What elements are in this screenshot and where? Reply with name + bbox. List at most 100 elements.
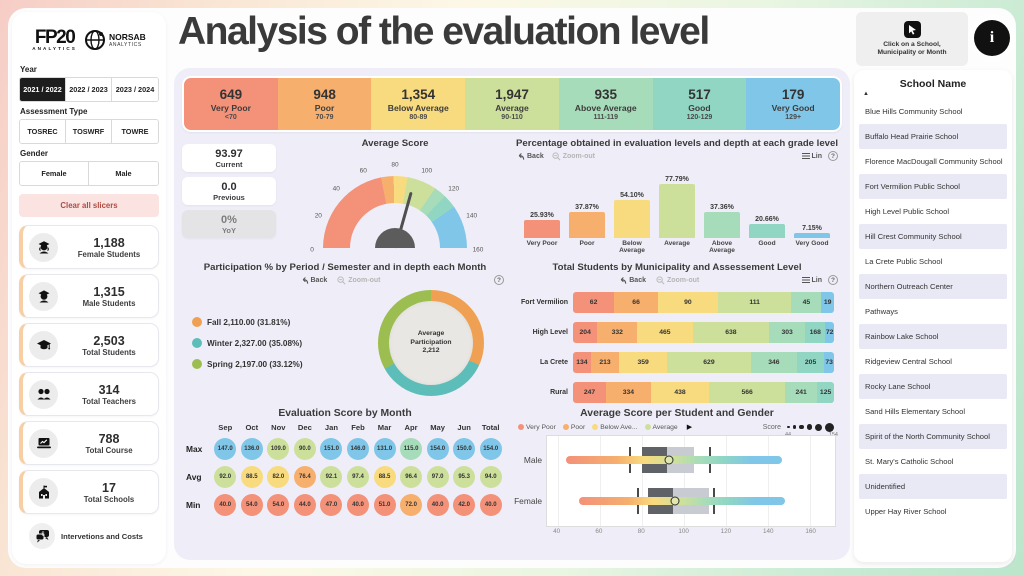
grade-bar-below_average[interactable]: 54.10% (614, 164, 650, 238)
click-hint-card[interactable]: Click on a School, Municipality or Month (856, 12, 968, 66)
sort-ascending-icon[interactable]: ▲ (863, 91, 869, 97)
score-circle-max[interactable]: 131.0 (373, 438, 396, 460)
score-circle-max[interactable]: 150.0 (453, 438, 476, 460)
stat-card-total-course[interactable]: 788 Total Course (19, 421, 159, 465)
year-option[interactable]: 2022 / 2023 (66, 78, 112, 101)
score-circle-max[interactable]: 146.0 (346, 438, 369, 460)
school-list-item[interactable]: High Level Public School (865, 207, 950, 216)
kpi-poor[interactable]: 948 Poor 70-79 (277, 78, 372, 130)
municipality-segment-above_average[interactable]: 346 (750, 352, 797, 373)
mean-marker[interactable] (664, 455, 674, 465)
kpi-very_good[interactable]: 179 Very Good 129+ (746, 78, 841, 130)
grade-bar-very_good[interactable]: 7.15% (794, 164, 830, 238)
school-list-item[interactable]: Pathways (865, 307, 898, 316)
stat-card-total-teachers[interactable]: 314 Total Teachers (19, 372, 159, 416)
kpi-below_average[interactable]: 1,354 Below Average 80-89 (371, 78, 466, 130)
stat-card-female-students[interactable]: 1,188 Female Students (19, 225, 159, 269)
boxplot-legend-below_average[interactable]: Below Ave... (592, 424, 638, 431)
stat-card-male-students[interactable]: 1,315 Male Students (19, 274, 159, 318)
municipality-segment-above_average[interactable]: 241 (785, 382, 818, 403)
score-circle-min[interactable]: 54.0 (267, 494, 290, 516)
municipality-segment-good[interactable]: 125 (817, 382, 834, 403)
stat-card-total-schools[interactable]: 17 Total Schools (19, 470, 159, 514)
school-list-item[interactable]: Spirit of the North Community School (859, 424, 1007, 449)
clear-all-slicers-button[interactable]: Clear all slicers (19, 194, 159, 217)
assessment-type-option[interactable]: TOWRE (112, 120, 158, 143)
back-button[interactable]: Back (300, 276, 327, 285)
score-circle-min[interactable]: 40.0 (426, 494, 449, 516)
lin-scale-toggle[interactable]: Lin (801, 152, 822, 160)
grade-bar-poor[interactable]: 37.87% (569, 164, 605, 238)
score-circle-min[interactable]: 44.0 (293, 494, 316, 516)
back-button[interactable]: Back (618, 276, 646, 285)
score-distribution-strip[interactable] (565, 456, 783, 465)
municipality-segment-average[interactable]: 629 (667, 352, 751, 373)
school-list-item[interactable]: Sand Hills Elementary School (865, 407, 966, 416)
participation-donut[interactable]: Average Participation 2,212 (378, 290, 484, 396)
bar-rect[interactable] (794, 233, 830, 238)
bar-rect[interactable] (569, 211, 605, 238)
help-icon[interactable]: ? (494, 275, 504, 285)
score-circle-max[interactable]: 90.0 (293, 438, 316, 460)
municipality-segment-poor[interactable]: 66 (614, 292, 658, 313)
school-list-item[interactable]: Fort Vermilion Public School (859, 174, 1007, 199)
municipality-segment-above_average[interactable]: 45 (791, 292, 822, 313)
school-list-item[interactable]: Ridgeview Central School (865, 357, 952, 366)
score-circle-min[interactable]: 42.0 (453, 494, 476, 516)
score-circle-avg[interactable]: 95.3 (453, 466, 476, 488)
grade-bar-good[interactable]: 20.66% (749, 164, 785, 238)
mean-marker[interactable] (670, 496, 680, 506)
score-circle-max[interactable]: 147.0 (214, 438, 237, 460)
score-circle-max[interactable]: 136.0 (240, 438, 263, 460)
municipality-segment-below_average[interactable]: 359 (619, 352, 668, 373)
assessment-type-option[interactable]: TOSREC (20, 120, 66, 143)
score-circle-avg[interactable]: 76.4 (293, 466, 316, 488)
legend-item-spring[interactable]: Spring 2,197.00 (33.12%) (192, 359, 378, 369)
legend-item-winter[interactable]: Winter 2,327.00 (35.08%) (192, 338, 378, 348)
score-circle-avg[interactable]: 88.5 (373, 466, 396, 488)
municipality-segment-below_average[interactable]: 438 (650, 382, 710, 403)
bar-rect[interactable] (614, 200, 650, 238)
municipality-segment-very_good[interactable]: 72 (825, 322, 834, 343)
municipality-segment-very_poor[interactable]: 247 (573, 382, 607, 403)
gender-option[interactable]: Female (20, 162, 89, 185)
kpi-average[interactable]: 1,947 Average 90-110 (465, 78, 559, 130)
municipality-segment-poor[interactable]: 334 (606, 382, 651, 403)
legend-item-fall[interactable]: Fall 2,110.00 (31.81%) (192, 317, 378, 327)
score-circle-min[interactable]: 40.0 (346, 494, 369, 516)
municipality-segment-below_average[interactable]: 90 (658, 292, 718, 313)
score-circle-max[interactable]: 115.0 (400, 438, 423, 460)
score-circle-avg[interactable]: 82.0 (267, 466, 290, 488)
school-list-item[interactable]: Rainbow Lake School (859, 324, 1007, 349)
score-circle-min[interactable]: 51.0 (373, 494, 396, 516)
gender-option[interactable]: Male (89, 162, 158, 185)
bar-rect[interactable] (659, 183, 695, 238)
info-button[interactable]: i (974, 20, 1010, 56)
year-option[interactable]: 2023 / 2024 (112, 78, 158, 101)
municipality-segment-very_poor[interactable]: 134 (573, 352, 591, 373)
score-circle-min[interactable]: 54.0 (240, 494, 263, 516)
school-list-item[interactable]: St. Mary's Catholic School (865, 457, 954, 466)
boxplot-legend-very_poor[interactable]: Very Poor (518, 424, 556, 431)
kpi-very_poor[interactable]: 649 Very Poor <70 (184, 78, 278, 130)
school-list-item[interactable]: Blue Hills Community School (865, 107, 963, 116)
score-circle-min[interactable]: 40.0 (479, 494, 502, 516)
legend-scroll-arrow[interactable]: ▶ (686, 424, 693, 431)
school-list-item[interactable]: Northern Outreach Center (859, 274, 1007, 299)
score-circle-avg[interactable]: 92.0 (214, 466, 237, 488)
kpi-above_average[interactable]: 935 Above Average 111-119 (558, 78, 653, 130)
score-circle-max[interactable]: 151.0 (320, 438, 343, 460)
school-list-item[interactable]: Unidentified (859, 474, 1007, 499)
help-icon[interactable]: ? (828, 275, 838, 285)
score-circle-avg[interactable]: 92.1 (320, 466, 343, 488)
zoom-out-button[interactable]: Zoom-out (337, 275, 381, 285)
municipality-segment-average[interactable]: 111 (717, 292, 792, 313)
score-circle-min[interactable]: 72.0 (400, 494, 423, 516)
municipality-segment-very_good[interactable]: 19 (821, 292, 834, 313)
municipality-segment-above_average[interactable]: 303 (769, 322, 806, 343)
assessment-type-option[interactable]: TOSWRF (66, 120, 112, 143)
score-circle-avg[interactable]: 88.5 (240, 466, 263, 488)
grade-bar-very_poor[interactable]: 25.93% (524, 164, 560, 238)
school-list-item[interactable]: Hill Crest Community School (859, 224, 1007, 249)
score-circle-max[interactable]: 154.0 (426, 438, 449, 460)
